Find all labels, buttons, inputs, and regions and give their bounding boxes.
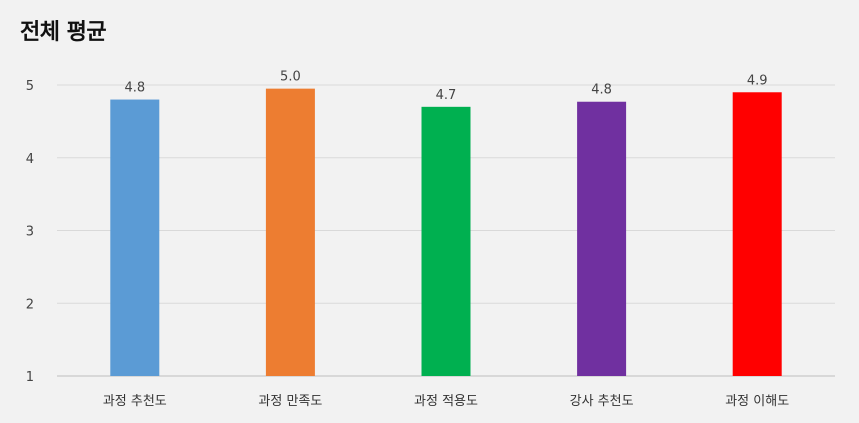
- bar-value-label: 4.9: [747, 73, 768, 88]
- bars: [110, 88, 782, 377]
- bar-value-label: 4.7: [436, 88, 457, 103]
- x-tick-label: 과정 적용도: [414, 394, 478, 409]
- x-axis-labels: 과정 추천도 과정 만족도 과정 적용도 강사 추천도 과정 이해도: [103, 394, 789, 409]
- y-axis-ticks: 1 2 3 4 5: [26, 79, 34, 385]
- x-tick-label: 과정 이해도: [725, 394, 789, 409]
- y-tick-label: 5: [26, 79, 34, 94]
- y-tick-label: 3: [26, 225, 34, 240]
- y-tick-label: 4: [26, 152, 34, 167]
- chart-title: 전체 평균: [20, 20, 107, 45]
- bar-value-label: 4.8: [591, 83, 612, 98]
- y-tick-label: 2: [26, 297, 34, 312]
- x-tick-label: 과정 만족도: [258, 394, 322, 409]
- bar-value-label: 5.0: [280, 70, 301, 85]
- bar: [265, 88, 315, 376]
- data-labels: 4.8 5.0 4.7 4.8 4.9: [124, 70, 767, 103]
- x-tick-label: 강사 추천도: [570, 394, 634, 409]
- x-tick-label: 과정 추천도: [103, 394, 167, 409]
- bar: [421, 106, 471, 376]
- bar-value-label: 4.8: [124, 81, 145, 96]
- y-tick-label: 1: [26, 370, 34, 385]
- bar: [110, 99, 160, 377]
- bar: [732, 92, 782, 377]
- bar: [577, 101, 627, 377]
